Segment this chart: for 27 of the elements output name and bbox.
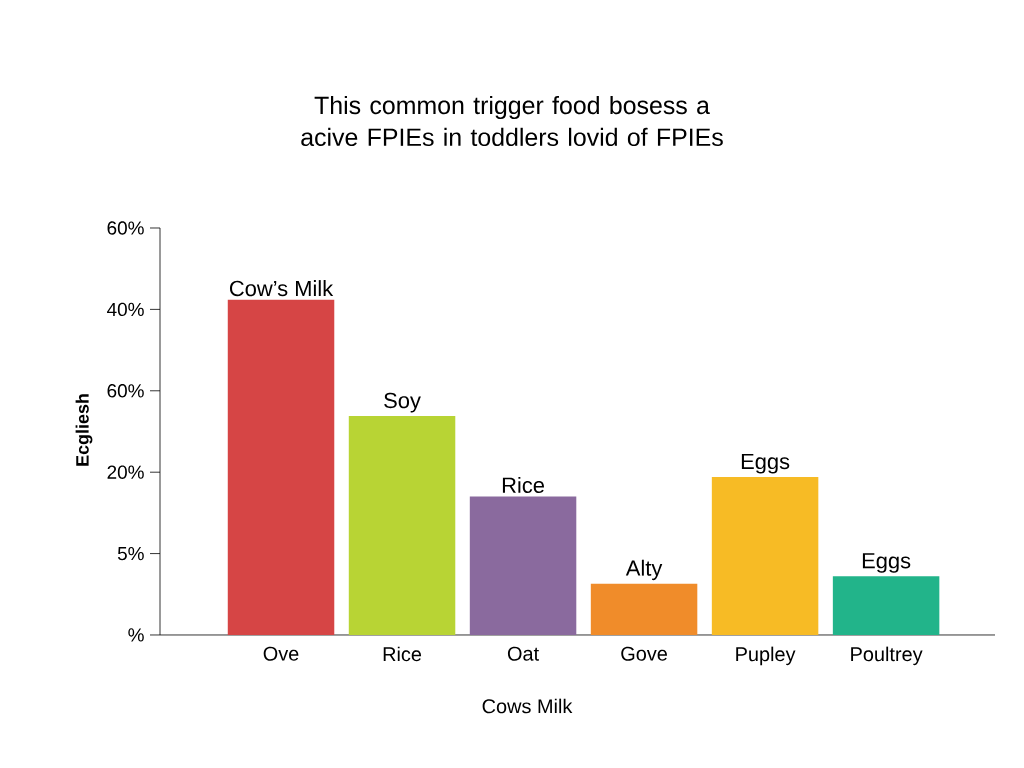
annotation: Eggs (862, 553, 911, 573)
text: 5% (117, 546, 144, 561)
annotation: Eggs (741, 453, 790, 474)
x-tick-label: Pupley (736, 646, 796, 666)
bar (590, 583, 698, 635)
text: 40% (107, 302, 144, 317)
annotation: Rice (502, 476, 544, 494)
text: % (128, 628, 144, 642)
text: Cow’s Milk (229, 280, 334, 297)
x-tick-label: Gove (621, 646, 667, 661)
text: 60% (107, 221, 144, 235)
bar (227, 299, 335, 635)
x-tick-label: Oat (507, 646, 539, 661)
x-tick-label: Rice (383, 646, 422, 662)
x-tick-label: Poultrey (851, 646, 923, 666)
bar (469, 496, 577, 635)
bar (348, 416, 456, 635)
text: 60% (107, 384, 144, 398)
annotation: Alty (625, 559, 663, 581)
bar (711, 477, 819, 635)
annotation: Soy (384, 392, 421, 413)
text: 20% (107, 465, 144, 479)
y-axis-title: Ecgliesh (75, 394, 93, 466)
bar (832, 576, 940, 635)
x-axis-title: Cows Milk (482, 698, 573, 714)
chart-title: This common trigger food bosess a acive FPIEs in toddlers lovid of FPIEs (301, 95, 723, 147)
x-tick-label: Ove (263, 646, 299, 661)
